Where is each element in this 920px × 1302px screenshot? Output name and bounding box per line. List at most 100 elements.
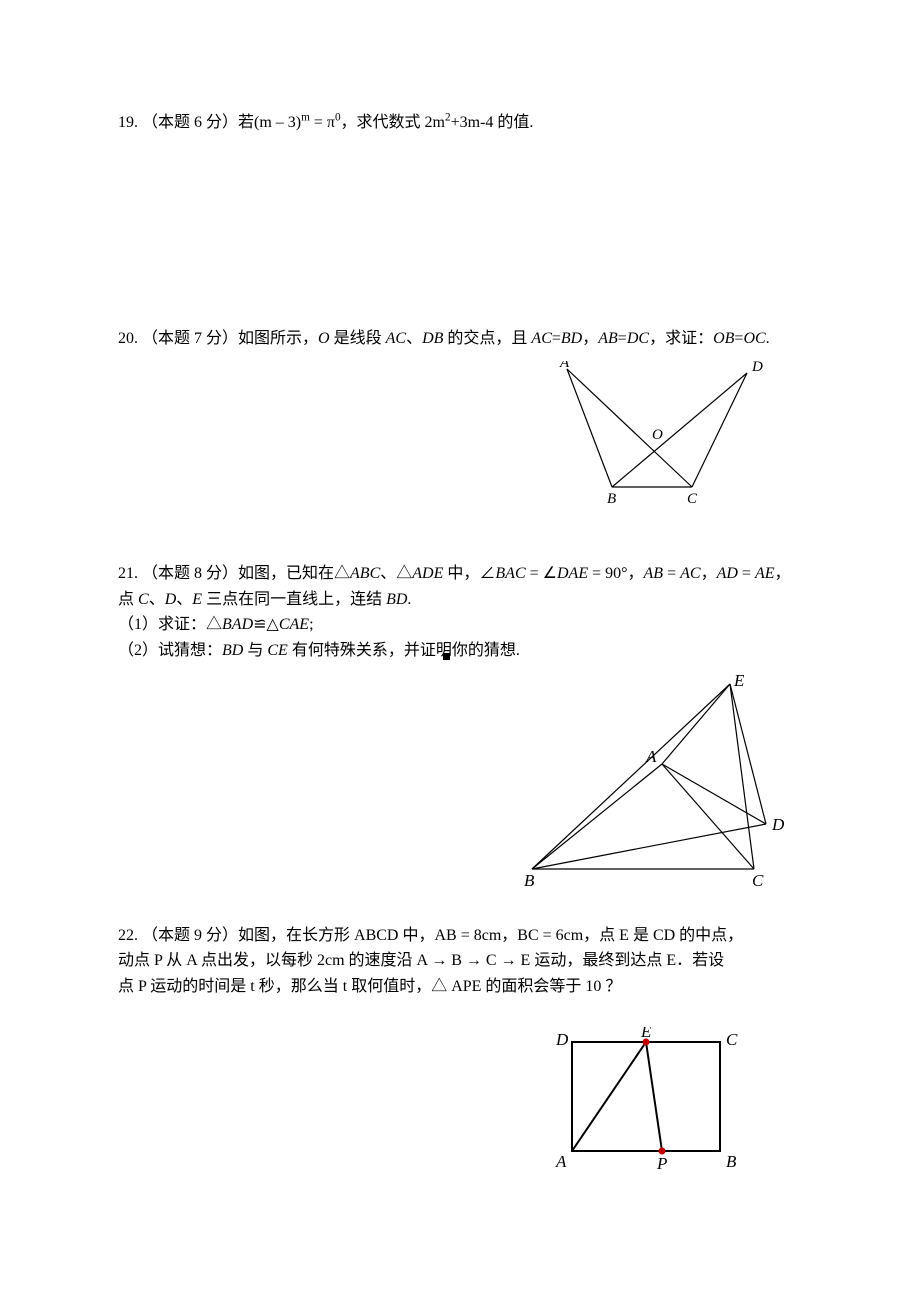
rect-ABCD [572, 1042, 720, 1151]
q20-DC: DC [627, 330, 649, 347]
q20-tb: 是线段 [330, 330, 386, 347]
q20-td: ， [582, 330, 598, 347]
q20-OB: OB [713, 330, 734, 347]
q21-p1n: （1） [118, 616, 158, 633]
q20-AC: AC [386, 330, 406, 347]
problem-21-part1: （1）求证：△BAD≌△CAE; [118, 612, 802, 638]
label-D: D [555, 1030, 569, 1049]
line-BA [532, 764, 662, 869]
q21-BD3: BD [222, 642, 243, 659]
figure-20: A D B C O [552, 361, 772, 511]
q21-DAE: DAE [557, 565, 588, 582]
q21-eq: = ∠ [526, 565, 557, 582]
label-D: D [751, 361, 763, 375]
problem-22-line3: 点 P 运动的时间是 t 秒，那么当 t 取何值时，△ APE 的面积会等于 1… [118, 974, 802, 1000]
q19-tc: ，求代数式 2m [341, 114, 445, 131]
q21-ADE: ADE [412, 565, 443, 582]
line-AD [662, 764, 766, 824]
label-C: C [687, 491, 698, 507]
q21-BD2: BD [386, 591, 407, 608]
problem-22-line2: 动点 P 从 A 点出发，以每秒 2cm 的速度沿 A → B → C → E … [118, 948, 802, 974]
problem-22: 22. （本题 9 分）如图，在长方形 ABCD 中，AB = 8cm，BC =… [118, 923, 802, 1178]
label-E: E [640, 1027, 652, 1041]
q21-tc: = 90°， [588, 565, 643, 582]
label-P: P [656, 1154, 667, 1173]
q20-tf: . [766, 330, 770, 347]
q21-C: C [138, 591, 149, 608]
q20-ta: 如图所示， [238, 330, 318, 347]
q21-p1b: ≌△ [253, 616, 279, 633]
q20-te: ，求证： [649, 330, 713, 347]
q19-tb: = [310, 114, 327, 131]
label-A: A [559, 361, 570, 371]
q20-AC2: AC [531, 330, 551, 347]
line-AB [567, 369, 612, 487]
q22-number: 22. [118, 927, 138, 944]
line-BE [532, 684, 730, 869]
label-D: D [771, 815, 785, 834]
q21-eq2: = [663, 565, 680, 582]
line-ED [730, 684, 766, 824]
q21-BAD: BAD [222, 616, 253, 633]
q21-sep2: 、△ [380, 565, 412, 582]
q20-number: 20. [118, 330, 138, 347]
square-marker-icon [443, 653, 450, 660]
q19-expm: m [301, 112, 310, 124]
q22-points: （本题 9 分） [142, 927, 238, 944]
problem-20-text: 20. （本题 7 分）如图所示，O 是线段 AC、DB 的交点，且 AC=BD… [118, 326, 802, 352]
q20-BD: BD [561, 330, 582, 347]
q19-td: +3m-4 的值. [451, 114, 534, 131]
q21-l2b: 三点在同一直线上，连结 [202, 591, 386, 608]
q21-AC: AC [680, 565, 700, 582]
problem-20: 20. （本题 7 分）如图所示，O 是线段 AC、DB 的交点，且 AC=BD… [118, 326, 802, 512]
q20-O: O [318, 330, 330, 347]
page: 19. （本题 6 分）若(m – 3)m = π0，求代数式 2m2+3m-4… [0, 0, 920, 1302]
line-AE [572, 1042, 646, 1151]
q21-p1a: 求证：△ [158, 616, 222, 633]
q21-points: （本题 8 分） [142, 565, 238, 582]
q21-eq3: = [738, 565, 755, 582]
q20-AB: AB [598, 330, 618, 347]
q19-ta: 若(m – 3) [238, 114, 301, 131]
problem-21-line1: 21. （本题 8 分）如图，已知在△ABC、△ADE 中，∠BAC = ∠DA… [118, 561, 802, 587]
q20-points: （本题 7 分） [142, 330, 238, 347]
label-A: A [555, 1152, 567, 1171]
q21-ta: 如图，已知在△ [238, 565, 350, 582]
q20-tc: 的交点，且 [443, 330, 531, 347]
q21-p1c: ; [309, 616, 313, 633]
q21-number: 21. [118, 565, 138, 582]
problem-19-text: 19. （本题 6 分）若(m – 3)m = π0，求代数式 2m2+3m-4… [118, 110, 802, 136]
label-B: B [524, 871, 535, 889]
line-AE [662, 684, 730, 764]
label-E: E [733, 674, 745, 690]
figure-21: A B C D E [522, 674, 792, 889]
q21-te: ， [774, 565, 790, 582]
label-B: B [726, 1152, 737, 1171]
q19-number: 19. [118, 114, 138, 131]
problem-21-part2: （2）试猜想：BD 与 CE 有何特殊关系，并证明你的猜想. [118, 638, 802, 664]
q21-BAC: BAC [495, 565, 525, 582]
q21-AE: AE [755, 565, 775, 582]
label-C: C [752, 871, 764, 889]
problem-22-line1: 22. （本题 9 分）如图，在长方形 ABCD 中，AB = 8cm，BC =… [118, 923, 802, 949]
label-O: O [652, 427, 663, 443]
q21-p2c: 有何特殊关系，并证明你的猜想. [288, 642, 520, 659]
label-A: A [645, 747, 657, 766]
q20-DB: DB [422, 330, 443, 347]
q21-p2b: 与 [243, 642, 267, 659]
q21-AB: AB [644, 565, 664, 582]
q21-td: ， [701, 565, 717, 582]
figure-22: D C A B E P [542, 1027, 752, 1177]
label-B: B [607, 491, 616, 507]
q21-D: D [165, 591, 177, 608]
q20-sep: 、 [406, 330, 422, 347]
q21-p2n: （2） [118, 642, 158, 659]
q22-ta: 如图，在长方形 ABCD 中，AB = 8cm，BC = 6cm，点 E 是 C… [238, 927, 743, 944]
line-CE [730, 684, 754, 869]
q21-AD: AD [717, 565, 738, 582]
line-EP [646, 1042, 662, 1151]
q21-p2a: 试猜想： [158, 642, 222, 659]
q19-pi: π [327, 114, 335, 131]
q21-l2c: . [407, 591, 411, 608]
q21-E: E [192, 591, 202, 608]
